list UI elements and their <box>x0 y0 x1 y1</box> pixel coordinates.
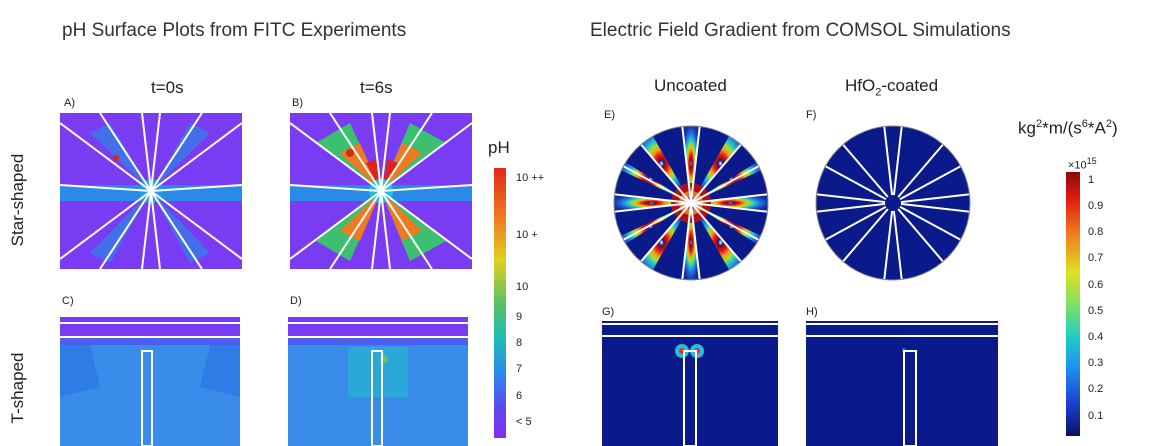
panel-label-c: C) <box>62 295 74 307</box>
field-tick-6: 0.5 <box>1088 305 1104 317</box>
row-label-t: T-shaped <box>8 352 27 424</box>
ph-tick-6: 7 <box>516 363 523 375</box>
row-label-star: Star-shaped <box>8 153 27 247</box>
panel-label-d: D) <box>290 295 302 307</box>
panel-d-t-t6 <box>288 317 468 446</box>
ph-colorbar-title: pH <box>488 138 510 157</box>
ph-tick-5: 8 <box>516 337 523 349</box>
field-tick-10: 0.1 <box>1088 410 1104 422</box>
panel-b-star-t6 <box>290 113 472 269</box>
ph-tick-3: 10 <box>516 281 529 293</box>
ph-colorbar <box>494 168 506 438</box>
ph-tick-4: 9 <box>516 311 523 323</box>
field-colorbar-unit: kg2*m/(s6*A2) <box>1018 118 1118 138</box>
panel-label-e: E) <box>604 109 615 121</box>
panel-c-t-t0 <box>60 317 240 446</box>
ph-tick-7: 6 <box>516 390 523 402</box>
field-tick-4: 0.7 <box>1088 252 1104 264</box>
panel-label-a: A) <box>64 97 75 109</box>
panel-f-coated-field <box>815 125 971 281</box>
panel-g-uncoated-t-field <box>602 321 778 446</box>
field-tick-2: 0.9 <box>1088 200 1104 212</box>
field-tick-3: 0.8 <box>1088 226 1104 238</box>
field-tick-8: 0.3 <box>1088 357 1104 369</box>
ph-tick-2: 10 + <box>516 229 538 241</box>
field-tick-7: 0.4 <box>1088 331 1104 343</box>
field-tick-5: 0.6 <box>1088 279 1104 291</box>
panel-label-h: H) <box>806 306 818 318</box>
panel-e-uncoated-field <box>613 125 769 281</box>
left-section-title: pH Surface Plots from FITC Experiments <box>62 20 407 41</box>
panel-a-star-t0 <box>60 113 242 269</box>
panel-label-b: B) <box>292 97 303 109</box>
field-colorbar <box>1066 172 1080 436</box>
right-section-title: Electric Field Gradient from COMSOL Simu… <box>590 20 1011 41</box>
panel-label-g: G) <box>602 306 615 318</box>
field-tick-9: 0.2 <box>1088 383 1104 395</box>
column-label-uncoated: Uncoated <box>654 76 727 95</box>
column-label-hfo2: HfO2-coated <box>845 76 939 99</box>
column-label-t6: t=6s <box>360 78 393 97</box>
panel-label-f: F) <box>806 109 817 121</box>
ph-tick-1: 10 ++ <box>516 172 545 184</box>
ph-tick-8: < 5 <box>516 416 532 428</box>
field-tick-1: 1 <box>1088 174 1095 186</box>
field-colorbar-scale: ×1015 <box>1068 156 1097 172</box>
panel-h-coated-t-field <box>806 321 998 446</box>
column-label-t0: t=0s <box>151 78 184 97</box>
